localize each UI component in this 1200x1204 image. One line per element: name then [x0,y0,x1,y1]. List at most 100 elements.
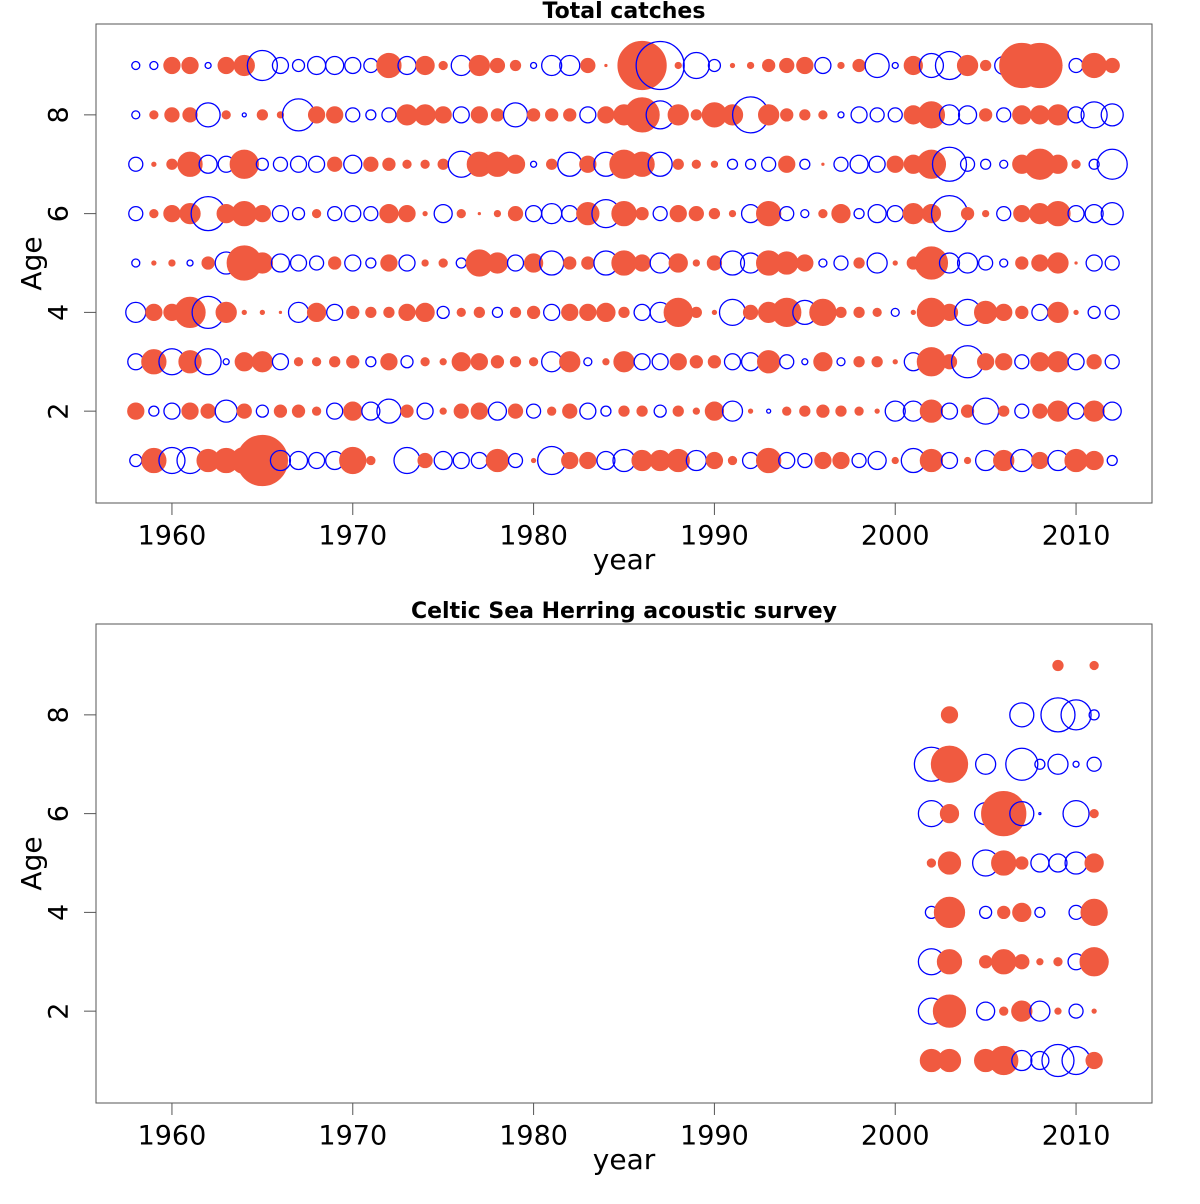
bubble [200,403,216,419]
bubble [672,405,684,417]
bubble [489,57,506,74]
bubble [579,451,597,470]
bubble [710,160,719,168]
bubble [653,404,667,418]
bubble [291,206,306,221]
bubble [884,400,906,422]
bubble [473,306,485,319]
bubble [1054,1007,1062,1015]
bubble [563,108,577,122]
bubble [647,151,673,177]
bubble [400,355,414,369]
bubble [1012,105,1032,125]
bubble [1038,811,1042,816]
bubble [251,252,274,274]
bubble [363,156,379,172]
bubble [1031,254,1049,272]
bubble [561,451,579,470]
bubble [864,52,890,79]
bubble [163,204,181,223]
bubble [706,255,723,271]
bubble [931,146,968,182]
bubble [890,307,900,318]
bubble [1086,354,1102,370]
bubble [400,404,414,418]
bubble [306,302,327,323]
bubble [597,106,615,124]
bubble [470,402,488,420]
bubble [307,155,326,173]
bubble [852,58,866,73]
bubble [579,402,597,420]
bubble [837,61,845,70]
bubble [1014,403,1030,419]
bubble [505,154,526,174]
bubble [128,205,144,222]
bubble [991,949,1017,975]
bubble [1084,450,1104,471]
bubble [234,352,254,372]
bubble [974,449,997,472]
bubble [1104,304,1120,321]
bubble [311,406,322,416]
bubble [1087,305,1101,320]
bubble [398,254,416,272]
bubble [579,303,597,322]
bubble [1011,1000,1033,1022]
y-tick-label: 8 [44,706,75,723]
bubble [704,401,725,421]
bubble [270,253,291,273]
bubble [289,254,308,272]
bubble [453,403,469,419]
bubble [978,955,993,969]
bubble [415,55,435,76]
y-tick-label: 4 [44,304,75,321]
bubble [129,453,143,468]
bubble [179,202,201,225]
bubble [509,306,522,319]
bubble [222,358,230,366]
bubble [618,405,630,417]
bubble [782,406,792,416]
x-tick-label: 1970 [318,1121,387,1152]
bubble [940,303,959,322]
bubble [438,60,448,71]
bubble [959,156,976,172]
bubble [470,353,488,371]
bubble [529,160,538,168]
bubble [956,54,979,77]
bubble [1083,400,1105,422]
bubble [470,451,488,470]
bubble [976,353,995,371]
bubble [938,104,961,126]
bubble [131,258,141,268]
bubble [163,402,181,420]
bubble [1034,906,1046,919]
bubble [727,455,738,466]
bubble [468,54,490,77]
bubble [1085,254,1103,272]
bubble [366,455,376,466]
bubble [853,356,865,368]
plot-frame [95,23,1153,504]
bubble [800,208,810,219]
bubble [851,452,867,469]
bubble [914,246,949,280]
bubble [236,434,289,487]
bubble [692,259,700,267]
bubble [214,399,238,423]
bubble [433,203,453,224]
bubble [416,402,434,420]
bubble [998,405,1010,417]
bubble [307,106,326,124]
bubble [559,351,581,373]
bubble [486,252,509,274]
bubble [833,156,849,172]
bubble [158,446,186,475]
bubble [1009,800,1035,827]
bubble [1067,402,1085,420]
bubble [376,398,402,424]
bubble [327,156,343,172]
bubble [981,209,990,218]
